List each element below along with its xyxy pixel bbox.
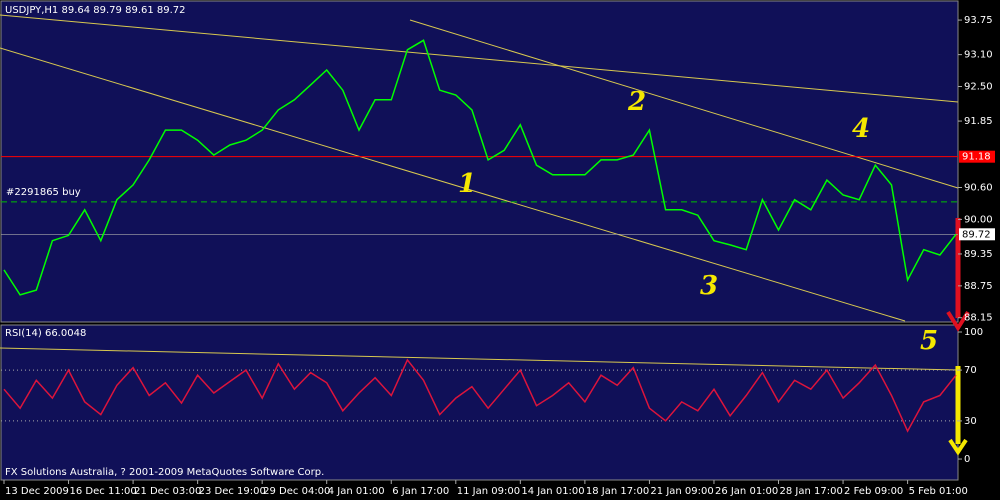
- annotation: 3: [700, 271, 718, 301]
- series-line: [3, 39, 957, 296]
- arrows: [946, 218, 970, 456]
- x-tick-label: 28 Jan 17:00: [780, 486, 843, 497]
- y-tick-label: 89.35: [964, 249, 993, 260]
- yellow-arrow-head: [948, 438, 968, 456]
- annotation: 1: [458, 169, 476, 199]
- chart-title: USDJPY,H1 89.64 89.79 89.61 89.72: [5, 5, 186, 16]
- x-tick-label: 16 Dec 11:00: [70, 486, 137, 497]
- x-tick-label: 14 Jan 01:00: [521, 486, 584, 497]
- x-tick-label: 2 Feb 09:00: [844, 486, 903, 497]
- trend-lines: [0, 14, 959, 371]
- x-tick-label: 18 Jan 17:00: [586, 486, 649, 497]
- x-tick-label: 23 Dec 19:00: [199, 486, 266, 497]
- y-tick-label: 88.75: [964, 281, 993, 292]
- red-arrow-head: [946, 310, 970, 332]
- last-price-box: [959, 228, 995, 241]
- alert-label-box: [959, 150, 995, 163]
- series-line: [3, 358, 957, 433]
- x-tick-label: 21 Jan 09:00: [650, 486, 713, 497]
- x-tick-label: 13 Dec 2009: [5, 486, 69, 497]
- order-label: #2291865 buy: [6, 187, 81, 198]
- y-tick-label: 70: [964, 365, 977, 376]
- alert-label: 91.18: [962, 152, 991, 163]
- trend-line: [409, 19, 959, 189]
- trend-line: [0, 14, 959, 103]
- y-tick-label: 93.75: [964, 15, 993, 26]
- y-tick-label: 92.50: [964, 82, 993, 93]
- y-tick-label: 30: [964, 416, 977, 427]
- price-panel: [0, 0, 959, 323]
- trend-line: [0, 347, 959, 371]
- x-tick-label: 6 Jan 17:00: [392, 486, 449, 497]
- annotation: 4: [852, 114, 870, 144]
- y-tick-label: 90.00: [964, 214, 993, 225]
- x-tick-label: 4 Jan 01:00: [328, 486, 385, 497]
- y-tick-label: 100: [964, 327, 983, 338]
- footer: FX Solutions Australia, ? 2001-2009 Meta…: [5, 467, 324, 478]
- y-tick-label: 90.60: [964, 183, 993, 194]
- annotation: 5: [920, 326, 938, 356]
- y-tick-label: 93.10: [964, 50, 993, 61]
- y-tick-label: 91.85: [964, 116, 993, 127]
- annotation: 2: [627, 87, 646, 117]
- trend-line: [0, 47, 906, 322]
- x-tick-label: 21 Dec 03:00: [134, 486, 201, 497]
- x-tick-label: 29 Dec 04:00: [263, 486, 330, 497]
- y-tick-label: 0: [964, 454, 970, 465]
- rsi-title: RSI(14) 66.0048: [5, 328, 86, 339]
- annotations: 1 2 3 4 5: [458, 87, 938, 356]
- x-tick-label: 26 Jan 01:00: [715, 486, 778, 497]
- x-tick-label: 11 Jan 09:00: [457, 486, 520, 497]
- y-tick-label: 88.15: [964, 313, 993, 324]
- last-price-label: 89.72: [962, 229, 991, 240]
- rsi-panel: [0, 324, 959, 481]
- x-tick-label: 5 Feb 01:00: [909, 486, 968, 497]
